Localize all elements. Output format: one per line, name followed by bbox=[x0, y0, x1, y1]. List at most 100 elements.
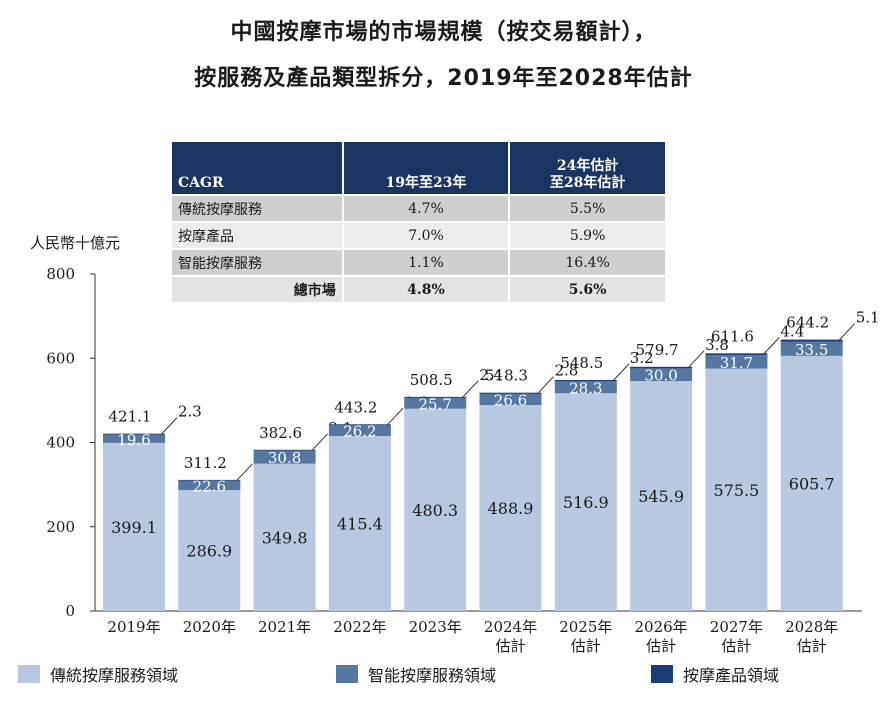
bar-traditional bbox=[404, 408, 467, 611]
product-leader-line bbox=[461, 380, 479, 399]
cagr-value: 4.8% bbox=[343, 277, 509, 302]
data-label-total: 443.2 bbox=[334, 398, 377, 416]
data-label-traditional: 415.4 bbox=[337, 515, 383, 534]
cagr-header-period-1: 19年至23年 bbox=[343, 142, 509, 194]
data-label-product: 2.8 bbox=[555, 362, 579, 380]
product-leader-line bbox=[235, 463, 253, 482]
cagr-row-total: 總市場 4.8% 5.6% bbox=[172, 277, 665, 302]
data-label-product: 5.1 bbox=[856, 309, 880, 327]
legend-item-smart: 智能按摩服務領域 bbox=[336, 662, 496, 686]
bar-smart bbox=[404, 397, 467, 409]
legend-label: 按摩產品領域 bbox=[683, 666, 780, 685]
cagr-header-label: CAGR bbox=[172, 142, 342, 194]
chart-title-line-1: 中國按摩市場的市場規模（按交易額計）， bbox=[230, 20, 657, 45]
bar-product bbox=[780, 339, 843, 342]
bar-product bbox=[103, 433, 165, 435]
bar-traditional bbox=[705, 368, 768, 611]
data-label-total: 518.3 bbox=[485, 367, 528, 385]
bar-smart bbox=[705, 355, 768, 369]
data-label-traditional: 545.9 bbox=[638, 487, 684, 506]
bar-product bbox=[178, 479, 241, 481]
bar-smart bbox=[554, 381, 617, 394]
product-leader-line bbox=[311, 433, 328, 452]
product-leader-line bbox=[763, 337, 780, 355]
data-label-smart: 26.6 bbox=[494, 391, 527, 409]
cagr-value: 5.5% bbox=[510, 196, 665, 221]
bar-product bbox=[404, 396, 467, 398]
data-label-product: 2.3 bbox=[178, 403, 202, 421]
bar-smart bbox=[103, 434, 165, 443]
legend-item-product: 按摩產品領域 bbox=[651, 662, 779, 686]
bar-smart bbox=[253, 450, 316, 464]
data-label-smart: 26.2 bbox=[343, 422, 376, 440]
legend-label: 智能按摩服務領域 bbox=[368, 666, 497, 685]
product-leader-line bbox=[160, 417, 178, 435]
legend-item-traditional: 傳統按摩服務領域 bbox=[18, 662, 178, 686]
data-label-smart: 19.6 bbox=[117, 431, 150, 449]
legend-swatch-product bbox=[651, 665, 673, 683]
data-label-total: 611.6 bbox=[711, 327, 754, 345]
data-label-smart: 31.7 bbox=[720, 354, 753, 372]
product-leader-line bbox=[386, 407, 404, 426]
x-tick-label: 2020年 bbox=[183, 618, 236, 636]
x-tick-label: 2021年 bbox=[258, 618, 311, 636]
bar-product bbox=[328, 424, 391, 425]
data-label-traditional: 605.7 bbox=[789, 474, 835, 493]
bar-smart bbox=[630, 368, 693, 382]
x-tick-label: 2025年估計 bbox=[559, 618, 612, 655]
bar-product bbox=[705, 353, 768, 356]
data-label-traditional: 488.9 bbox=[488, 499, 534, 518]
bar-traditional bbox=[780, 355, 843, 611]
y-tick-label: 600 bbox=[46, 349, 75, 367]
bar-smart bbox=[479, 393, 542, 406]
bar-traditional bbox=[554, 393, 617, 611]
x-tick-label: 2022年 bbox=[333, 618, 386, 636]
data-label-total: 311.2 bbox=[184, 454, 227, 472]
x-tick-label: 2024年估計 bbox=[484, 618, 537, 655]
legend-swatch-smart bbox=[336, 665, 358, 683]
bar-product bbox=[253, 449, 316, 451]
data-label-smart: 22.6 bbox=[193, 477, 226, 495]
bar-traditional bbox=[328, 436, 391, 611]
x-tick-label: 2027年估計 bbox=[710, 618, 763, 655]
data-label-traditional: 516.9 bbox=[563, 493, 609, 512]
data-label-traditional: 575.5 bbox=[713, 481, 759, 500]
y-axis-label: 人民幣十億元 bbox=[30, 234, 120, 252]
cagr-row-label: 智能按摩服務 bbox=[172, 250, 342, 275]
bar-product bbox=[554, 379, 617, 382]
data-label-traditional: 480.3 bbox=[412, 501, 458, 520]
y-tick-label: 400 bbox=[46, 434, 75, 452]
cagr-header-period-2: 24年估計 至28年估計 bbox=[510, 142, 665, 194]
data-label-product: 3.8 bbox=[705, 336, 729, 354]
cagr-row-label: 按摩產品 bbox=[172, 223, 342, 248]
x-tick-label: 2028年估計 bbox=[785, 618, 838, 655]
data-label-smart: 30.8 bbox=[268, 449, 301, 467]
bar-traditional bbox=[479, 405, 542, 611]
data-label-traditional: 399.1 bbox=[111, 518, 157, 537]
cagr-value: 1.1% bbox=[343, 250, 509, 275]
cagr-value: 7.0% bbox=[343, 223, 509, 248]
cagr-value: 16.4% bbox=[510, 250, 665, 275]
data-label-smart: 25.7 bbox=[418, 395, 451, 413]
y-tick-label: 0 bbox=[65, 602, 75, 620]
cagr-value: 5.9% bbox=[510, 223, 665, 248]
cagr-value: 4.7% bbox=[343, 196, 509, 221]
bar-product bbox=[630, 366, 693, 369]
x-tick-label: 2019年 bbox=[107, 618, 160, 636]
bar-product bbox=[479, 392, 542, 394]
data-label-smart: 33.5 bbox=[795, 341, 828, 359]
data-label-product: 2.4 bbox=[479, 366, 503, 384]
cagr-table: CAGR 19年至23年 24年估計 至28年估計 傳統按摩服務 4.7% 5.… bbox=[170, 140, 667, 304]
product-leader-line bbox=[612, 363, 630, 382]
chart-title-line-2: 按服務及產品類型拆分，2019年至2028年估計 bbox=[194, 66, 693, 91]
data-label-smart: 28.3 bbox=[569, 379, 602, 397]
data-label-total: 421.1 bbox=[109, 408, 152, 426]
data-label-smart: 30.0 bbox=[644, 367, 677, 385]
product-leader-line bbox=[537, 376, 554, 395]
legend-label: 傳統按摩服務領域 bbox=[50, 666, 179, 685]
data-label-product: 4.4 bbox=[780, 322, 804, 340]
y-tick-label: 800 bbox=[46, 265, 75, 283]
y-tick-label: 200 bbox=[46, 518, 75, 536]
bar-smart bbox=[328, 424, 391, 437]
